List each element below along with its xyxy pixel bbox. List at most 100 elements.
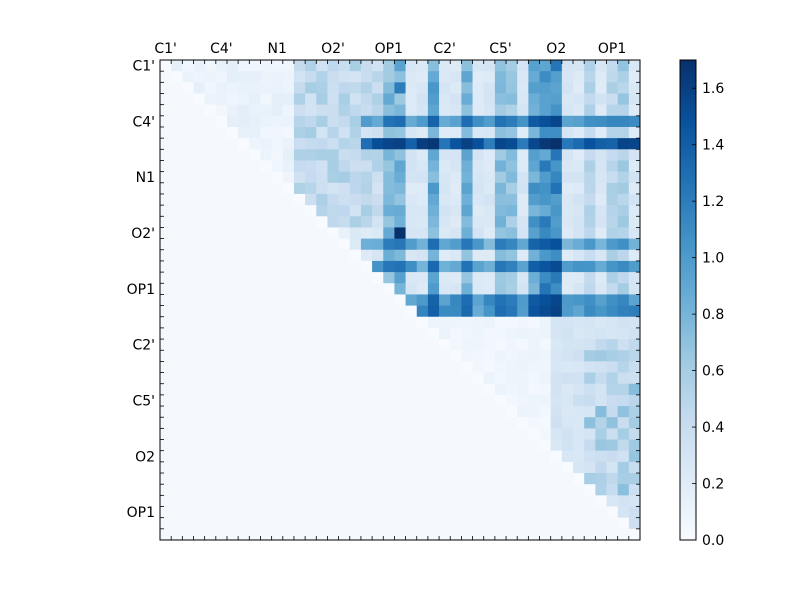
heatmap-cell bbox=[561, 60, 574, 72]
heatmap-cell bbox=[439, 473, 451, 485]
heatmap-cell bbox=[595, 272, 607, 284]
heatmap-cell bbox=[483, 361, 496, 373]
heatmap-cell bbox=[226, 71, 239, 83]
heatmap-cell bbox=[539, 495, 552, 507]
heatmap-cell bbox=[584, 495, 596, 507]
heatmap-cell bbox=[561, 316, 574, 329]
heatmap-cell bbox=[249, 305, 261, 318]
heatmap-cell bbox=[472, 249, 485, 262]
heatmap-cell bbox=[260, 182, 273, 195]
heatmap-cell bbox=[282, 461, 295, 474]
heatmap-cell bbox=[260, 473, 273, 485]
heatmap-cell bbox=[628, 495, 641, 507]
heatmap-cell bbox=[204, 249, 217, 262]
heatmap-cell bbox=[439, 316, 451, 329]
heatmap-cell bbox=[606, 71, 619, 83]
heatmap-cell bbox=[383, 316, 395, 329]
heatmap-cell bbox=[439, 182, 451, 195]
heatmap-cell bbox=[472, 82, 485, 94]
colorbar-tick-label: 1.2 bbox=[702, 194, 724, 210]
heatmap-cell bbox=[349, 272, 362, 284]
heatmap-cell bbox=[472, 60, 485, 72]
heatmap-cell bbox=[483, 517, 496, 530]
heatmap-cell bbox=[360, 283, 373, 295]
heatmap-cell bbox=[226, 473, 239, 485]
heatmap-cell bbox=[372, 216, 384, 228]
heatmap-cell bbox=[628, 350, 641, 362]
heatmap-cell bbox=[461, 93, 473, 106]
heatmap-cell bbox=[561, 350, 574, 362]
heatmap-cell bbox=[238, 149, 250, 161]
heatmap-cell bbox=[628, 417, 641, 429]
heatmap-cell bbox=[528, 272, 540, 284]
heatmap-cell bbox=[215, 283, 228, 295]
heatmap-cell bbox=[215, 506, 228, 519]
heatmap-cell bbox=[171, 272, 183, 284]
heatmap-cell bbox=[349, 115, 362, 128]
heatmap-cell bbox=[416, 160, 429, 173]
heatmap-cell bbox=[617, 428, 630, 440]
heatmap-cell bbox=[517, 216, 529, 228]
heatmap-cell bbox=[394, 171, 406, 184]
heatmap-cell bbox=[450, 249, 462, 262]
heatmap-cell bbox=[450, 93, 462, 106]
heatmap-cell bbox=[249, 316, 261, 329]
heatmap-cell bbox=[506, 316, 518, 329]
heatmap-cell bbox=[327, 305, 340, 318]
heatmap-cell bbox=[282, 227, 295, 240]
heatmap-cell bbox=[271, 417, 284, 429]
heatmap-cell bbox=[416, 339, 429, 351]
heatmap-cell bbox=[372, 327, 384, 340]
heatmap-cell bbox=[539, 71, 552, 83]
heatmap-cell bbox=[550, 417, 563, 429]
heatmap-cell bbox=[416, 93, 429, 106]
x-tick-label: O2' bbox=[321, 41, 345, 57]
heatmap-cell bbox=[171, 406, 183, 418]
heatmap-cell bbox=[383, 193, 395, 206]
y-tick-label: O2 bbox=[135, 449, 155, 465]
heatmap-cell bbox=[494, 104, 507, 117]
heatmap-cell bbox=[327, 528, 340, 541]
heatmap-cell bbox=[360, 205, 373, 217]
heatmap-cell bbox=[584, 473, 596, 485]
heatmap-cell bbox=[573, 205, 585, 217]
heatmap-cell bbox=[171, 283, 183, 295]
heatmap-cell bbox=[617, 316, 630, 329]
heatmap-cell bbox=[338, 316, 351, 329]
heatmap-cell bbox=[316, 383, 328, 396]
heatmap-cell bbox=[584, 372, 596, 385]
heatmap-cell bbox=[372, 473, 384, 485]
heatmap-cell bbox=[305, 138, 317, 150]
heatmap-cell bbox=[461, 294, 473, 306]
heatmap-cell bbox=[338, 126, 351, 139]
heatmap-cell bbox=[271, 428, 284, 440]
heatmap-cell bbox=[160, 93, 172, 106]
heatmap-cell bbox=[427, 138, 440, 150]
heatmap-cell bbox=[160, 473, 172, 485]
heatmap-cell bbox=[249, 260, 261, 273]
heatmap-cell bbox=[517, 316, 529, 329]
heatmap-cell bbox=[394, 126, 406, 139]
heatmap-cell bbox=[260, 372, 273, 385]
heatmap-cell bbox=[483, 417, 496, 429]
heatmap-cell bbox=[450, 461, 462, 474]
heatmap-cell bbox=[349, 339, 362, 351]
heatmap-cell bbox=[573, 316, 585, 329]
heatmap-cell bbox=[461, 227, 473, 240]
heatmap-cell bbox=[494, 350, 507, 362]
heatmap-cell bbox=[628, 316, 641, 329]
heatmap-cell bbox=[316, 484, 328, 496]
heatmap-cell bbox=[617, 60, 630, 72]
heatmap-cell bbox=[271, 316, 284, 329]
heatmap-cell bbox=[573, 428, 585, 440]
heatmap-cell bbox=[528, 115, 540, 128]
heatmap-cell bbox=[595, 149, 607, 161]
heatmap-cell bbox=[226, 394, 239, 407]
heatmap-cell bbox=[584, 160, 596, 173]
plot-frame bbox=[159, 59, 641, 541]
colorbar-tick-label: 1.6 bbox=[702, 81, 724, 97]
heatmap-cell bbox=[528, 149, 540, 161]
heatmap-cell bbox=[327, 428, 340, 440]
heatmap-cell bbox=[617, 171, 630, 184]
